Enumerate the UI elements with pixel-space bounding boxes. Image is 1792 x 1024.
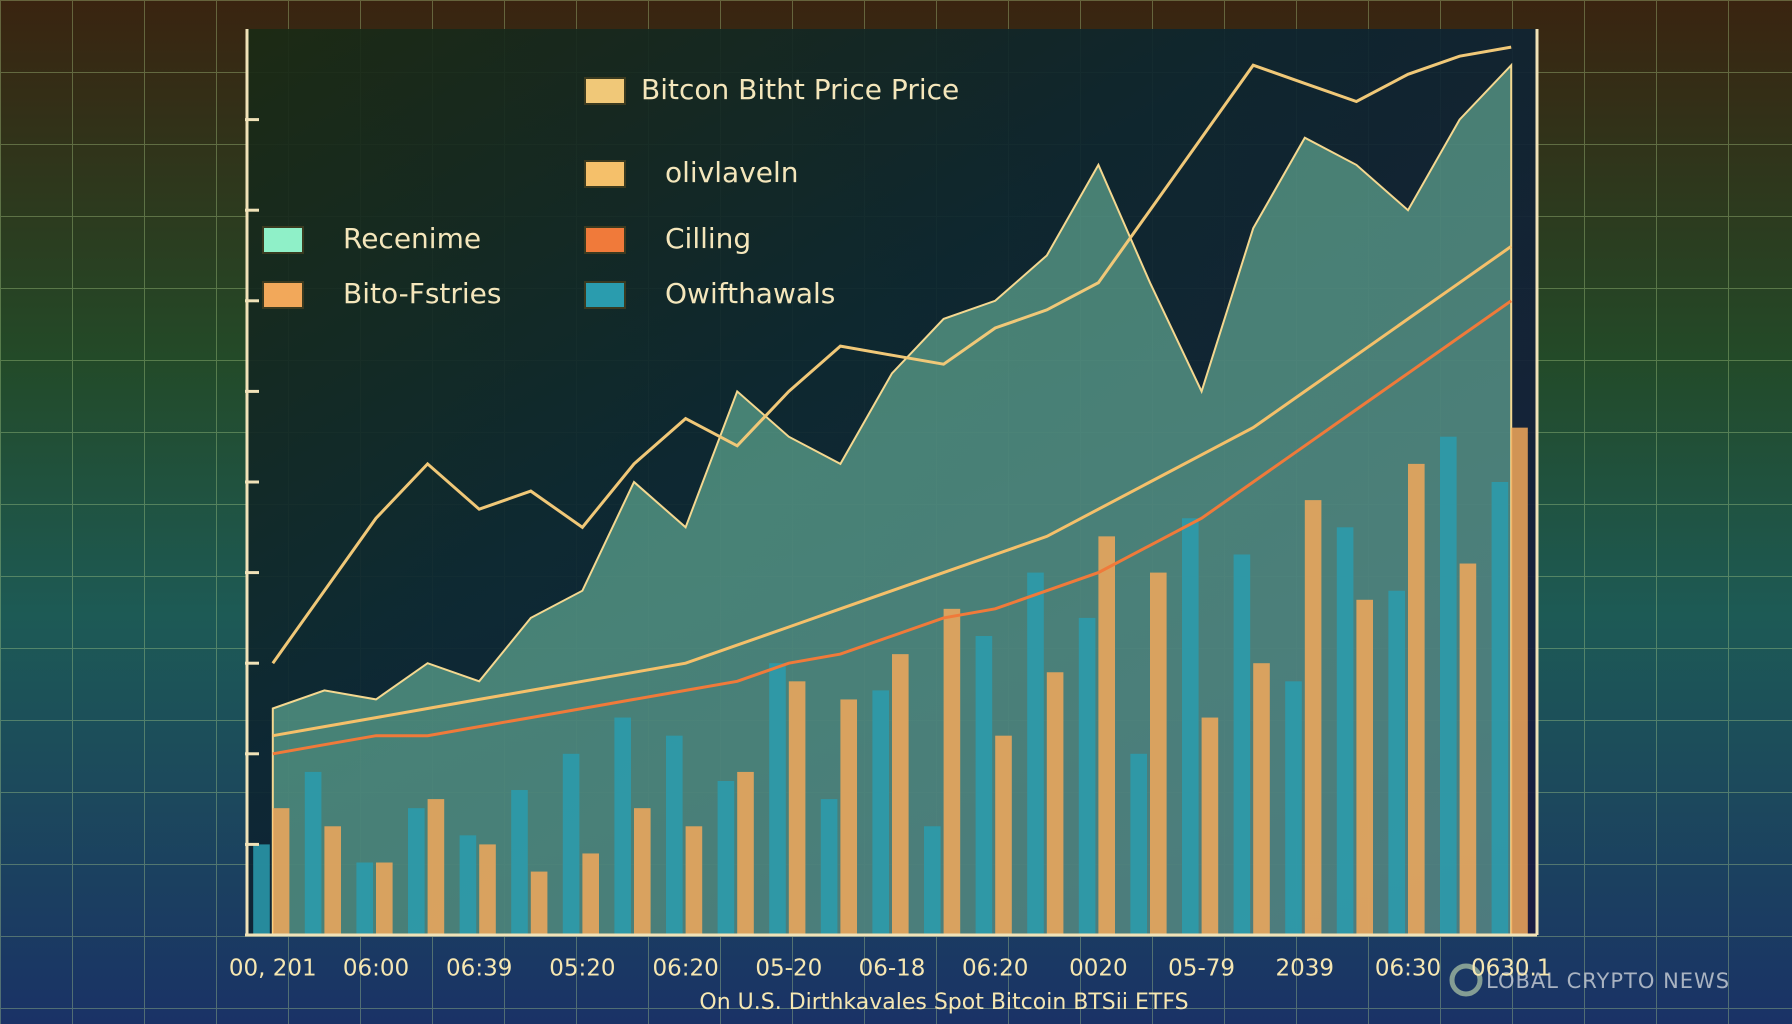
x-tick-label: 06:00 — [343, 956, 409, 982]
legend-label: Recenime — [343, 222, 481, 255]
x-tick-label: 05-79 — [1168, 956, 1235, 982]
bar — [1491, 482, 1509, 935]
bar — [820, 799, 838, 935]
bar — [1253, 663, 1270, 935]
bar — [272, 808, 290, 935]
bar — [1408, 463, 1425, 935]
bar — [562, 753, 580, 935]
bar — [923, 826, 941, 935]
bar — [1233, 554, 1251, 935]
bar — [634, 808, 651, 935]
bar — [1459, 563, 1477, 935]
bar — [872, 690, 889, 935]
x-tick-label: 06:20 — [652, 956, 718, 982]
legend-swatch — [262, 281, 304, 309]
bar — [1027, 572, 1044, 935]
line — [272, 299, 1513, 756]
bar — [530, 871, 548, 935]
bar — [479, 844, 496, 935]
line — [271, 45, 1512, 665]
bar — [1078, 617, 1096, 935]
bar — [304, 771, 322, 935]
bar — [1046, 672, 1064, 935]
bar — [614, 717, 631, 935]
legend-swatch — [584, 77, 626, 105]
bar — [1181, 518, 1199, 935]
bar — [943, 608, 961, 935]
bar — [737, 771, 754, 935]
legend-label: Bito-Fstries — [343, 277, 502, 310]
bar — [1098, 536, 1116, 935]
x-tick-label: 00, 201 — [229, 956, 317, 982]
bar — [717, 780, 735, 935]
bar — [995, 735, 1012, 935]
bar — [1285, 681, 1302, 935]
legend-label: Bitcon Bitht Price Price — [641, 73, 959, 106]
line — [272, 245, 1513, 738]
x-tick-label: 06-18 — [859, 956, 926, 982]
bar — [769, 663, 786, 935]
bar — [1511, 427, 1528, 935]
legend-label: olivlaveln — [665, 156, 799, 189]
bar — [356, 862, 373, 935]
bar — [788, 681, 806, 935]
bar — [685, 826, 703, 935]
x-tick-label: 06:20 — [962, 956, 1028, 982]
x-tick-label: 0020 — [1069, 956, 1128, 982]
legend-swatch — [584, 160, 626, 188]
legend-swatch — [584, 226, 626, 254]
legend-swatch — [584, 281, 626, 309]
legend-swatch — [262, 226, 304, 254]
legend-label: Owifthawals — [665, 277, 835, 310]
x-tick-label: 06:30 — [1375, 956, 1441, 982]
bar — [376, 862, 393, 935]
bar — [840, 699, 858, 935]
bar — [1201, 717, 1219, 935]
x-axis-title: On U.S. Dirthkavales Spot Bitcoin BTSii … — [699, 990, 1188, 1015]
bar — [427, 799, 445, 935]
bar — [892, 654, 909, 935]
bar — [511, 790, 528, 935]
bar — [1388, 590, 1405, 935]
bar — [1130, 753, 1147, 935]
bar — [975, 636, 993, 935]
x-tick-label: 05-20 — [755, 956, 822, 982]
area — [271, 62, 1513, 936]
x-tick-label: 2039 — [1276, 956, 1335, 982]
bar — [324, 826, 342, 935]
bar — [1150, 572, 1167, 935]
bar — [1304, 500, 1322, 935]
bar — [665, 735, 683, 935]
bar — [1336, 527, 1354, 935]
marks — [253, 45, 1528, 936]
x-tick-label: 05:20 — [549, 956, 615, 982]
bar — [582, 853, 600, 935]
bar — [407, 808, 425, 935]
watermark: LOBAL CRYPTO NEWS — [1486, 969, 1730, 993]
legend-label: Cilling — [665, 222, 751, 255]
x-tick-label: 0630.1 — [1471, 956, 1551, 982]
x-tick-label: 06:39 — [446, 956, 512, 982]
bar — [253, 844, 270, 935]
watermark-logo — [1449, 963, 1483, 997]
bar — [1356, 599, 1374, 935]
bar — [459, 835, 477, 935]
bar — [1439, 436, 1457, 935]
